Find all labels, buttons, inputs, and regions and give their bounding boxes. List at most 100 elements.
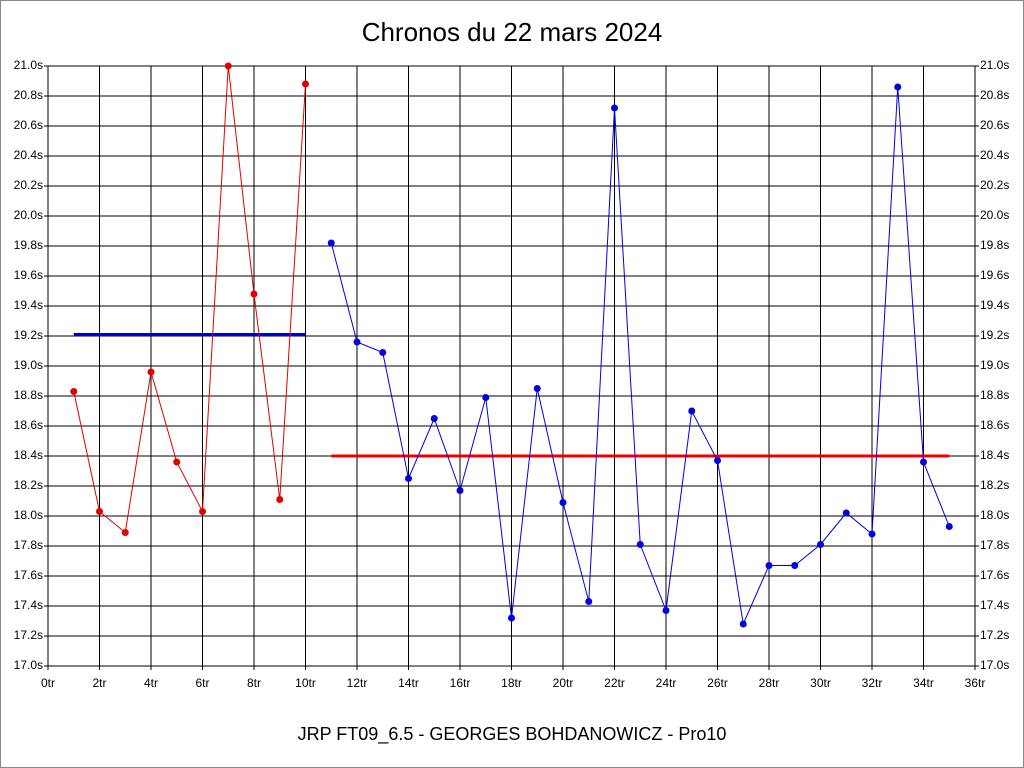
y-tick-label: 18.6s <box>14 418 43 432</box>
data-point <box>559 499 567 506</box>
y2-tick-label: 20.4s <box>980 148 1009 162</box>
y-tick-label: 21.0s <box>14 58 43 72</box>
data-point <box>199 508 206 515</box>
x-tick-label: 2tr <box>92 676 106 690</box>
y2-tick-label: 19.4s <box>980 298 1009 312</box>
data-point <box>379 349 387 356</box>
data-point <box>817 541 824 548</box>
x-tick-label: 12tr <box>347 676 368 690</box>
x-tick-label: 0tr <box>41 676 55 690</box>
x-tick-label: 30tr <box>810 676 831 690</box>
data-point <box>96 508 103 515</box>
y2-tick-label: 20.0s <box>980 208 1009 222</box>
x-tick-label: 6tr <box>195 676 209 690</box>
y2-tick-label: 18.8s <box>980 388 1009 402</box>
data-point <box>482 394 490 401</box>
series-line <box>73 65 306 534</box>
x-tick-label: 32tr <box>862 676 883 690</box>
y-tick-label: 19.8s <box>14 238 43 252</box>
data-point <box>70 388 78 395</box>
y2-tick-label: 18.2s <box>980 478 1009 492</box>
data-point <box>662 607 670 614</box>
y2-tick-label: 20.8s <box>980 88 1009 102</box>
y2-tick-label: 19.6s <box>980 268 1009 282</box>
data-point <box>894 83 902 91</box>
data-point <box>250 290 258 298</box>
x-tick-label: 18tr <box>501 676 522 690</box>
y-tick-label: 19.6s <box>14 268 43 282</box>
x-tick-label: 4tr <box>144 676 158 690</box>
y-tick-label: 20.2s <box>14 178 43 192</box>
y-tick-label: 19.0s <box>14 358 43 372</box>
data-point <box>688 407 696 415</box>
data-point <box>405 475 412 482</box>
y-tick-label: 18.0s <box>14 508 43 522</box>
y2-tick-label: 18.0s <box>980 508 1009 522</box>
y2-tick-label: 19.2s <box>980 328 1009 342</box>
data-point <box>302 80 309 88</box>
y2-tick-label: 17.8s <box>980 538 1009 552</box>
y2-tick-label: 17.6s <box>980 568 1009 582</box>
chart-title: Chronos du 22 mars 2024 <box>362 17 663 47</box>
x-axis-label: JRP FT09_6.5 - GEORGES BOHDANOWICZ - Pro… <box>298 724 727 745</box>
data-point <box>508 614 515 622</box>
y-tick-label: 17.0s <box>14 658 43 672</box>
x-tick-label: 28tr <box>759 676 780 690</box>
y-tick-label: 18.8s <box>14 388 43 402</box>
y-tick-label: 17.2s <box>14 628 43 642</box>
data-point <box>121 529 129 536</box>
data-point <box>276 496 284 503</box>
y-tick-label: 19.4s <box>14 298 43 312</box>
x-tick-label: 24tr <box>656 676 677 690</box>
y2-tick-label: 17.0s <box>980 658 1009 672</box>
data-point <box>533 385 541 392</box>
plot-border <box>47 65 976 667</box>
y-tick-label: 20.4s <box>14 148 43 162</box>
x-tick-label: 36tr <box>965 676 986 690</box>
data-point <box>456 487 464 494</box>
x-tick-label: 16tr <box>450 676 471 690</box>
y2-tick-label: 18.6s <box>980 418 1009 432</box>
data-point <box>714 457 721 464</box>
data-point <box>739 620 747 628</box>
y-tick-label: 17.6s <box>14 568 43 582</box>
data-point <box>636 541 644 548</box>
x-tick-label: 26tr <box>707 676 728 690</box>
x-tick-label: 20tr <box>553 676 574 690</box>
data-point <box>147 368 155 376</box>
data-point <box>173 458 181 466</box>
y-tick-label: 19.2s <box>14 328 43 342</box>
data-point <box>791 562 799 569</box>
y2-tick-label: 19.0s <box>980 358 1009 372</box>
x-tick-label: 34tr <box>913 676 934 690</box>
data-point <box>765 562 773 569</box>
x-tick-label: 14tr <box>398 676 419 690</box>
y2-tick-label: 17.4s <box>980 598 1009 612</box>
data-point <box>945 523 953 530</box>
y-tick-label: 20.6s <box>14 118 43 132</box>
y-tick-label: 18.2s <box>14 478 43 492</box>
data-point <box>842 509 850 517</box>
y-tick-label: 20.8s <box>14 88 43 102</box>
data-point <box>430 415 438 422</box>
y2-tick-label: 18.4s <box>980 448 1009 462</box>
x-tick-label: 22tr <box>604 676 625 690</box>
y2-tick-label: 17.2s <box>980 628 1009 642</box>
y-tick-label: 20.0s <box>14 208 43 222</box>
y-tick-label: 18.4s <box>14 448 43 462</box>
data-point <box>611 104 618 112</box>
y2-tick-label: 19.8s <box>980 238 1009 252</box>
data-point <box>353 338 361 346</box>
x-tick-label: 10tr <box>295 676 316 690</box>
y2-tick-label: 20.2s <box>980 178 1009 192</box>
x-tick-label: 8tr <box>247 676 261 690</box>
y2-tick-label: 21.0s <box>980 58 1009 72</box>
data-point <box>585 598 593 605</box>
data-point <box>920 458 927 466</box>
data-point <box>868 530 876 538</box>
y-tick-label: 17.8s <box>14 538 43 552</box>
y2-tick-label: 20.6s <box>980 118 1009 132</box>
y-tick-label: 17.4s <box>14 598 43 612</box>
data-point <box>327 239 335 247</box>
